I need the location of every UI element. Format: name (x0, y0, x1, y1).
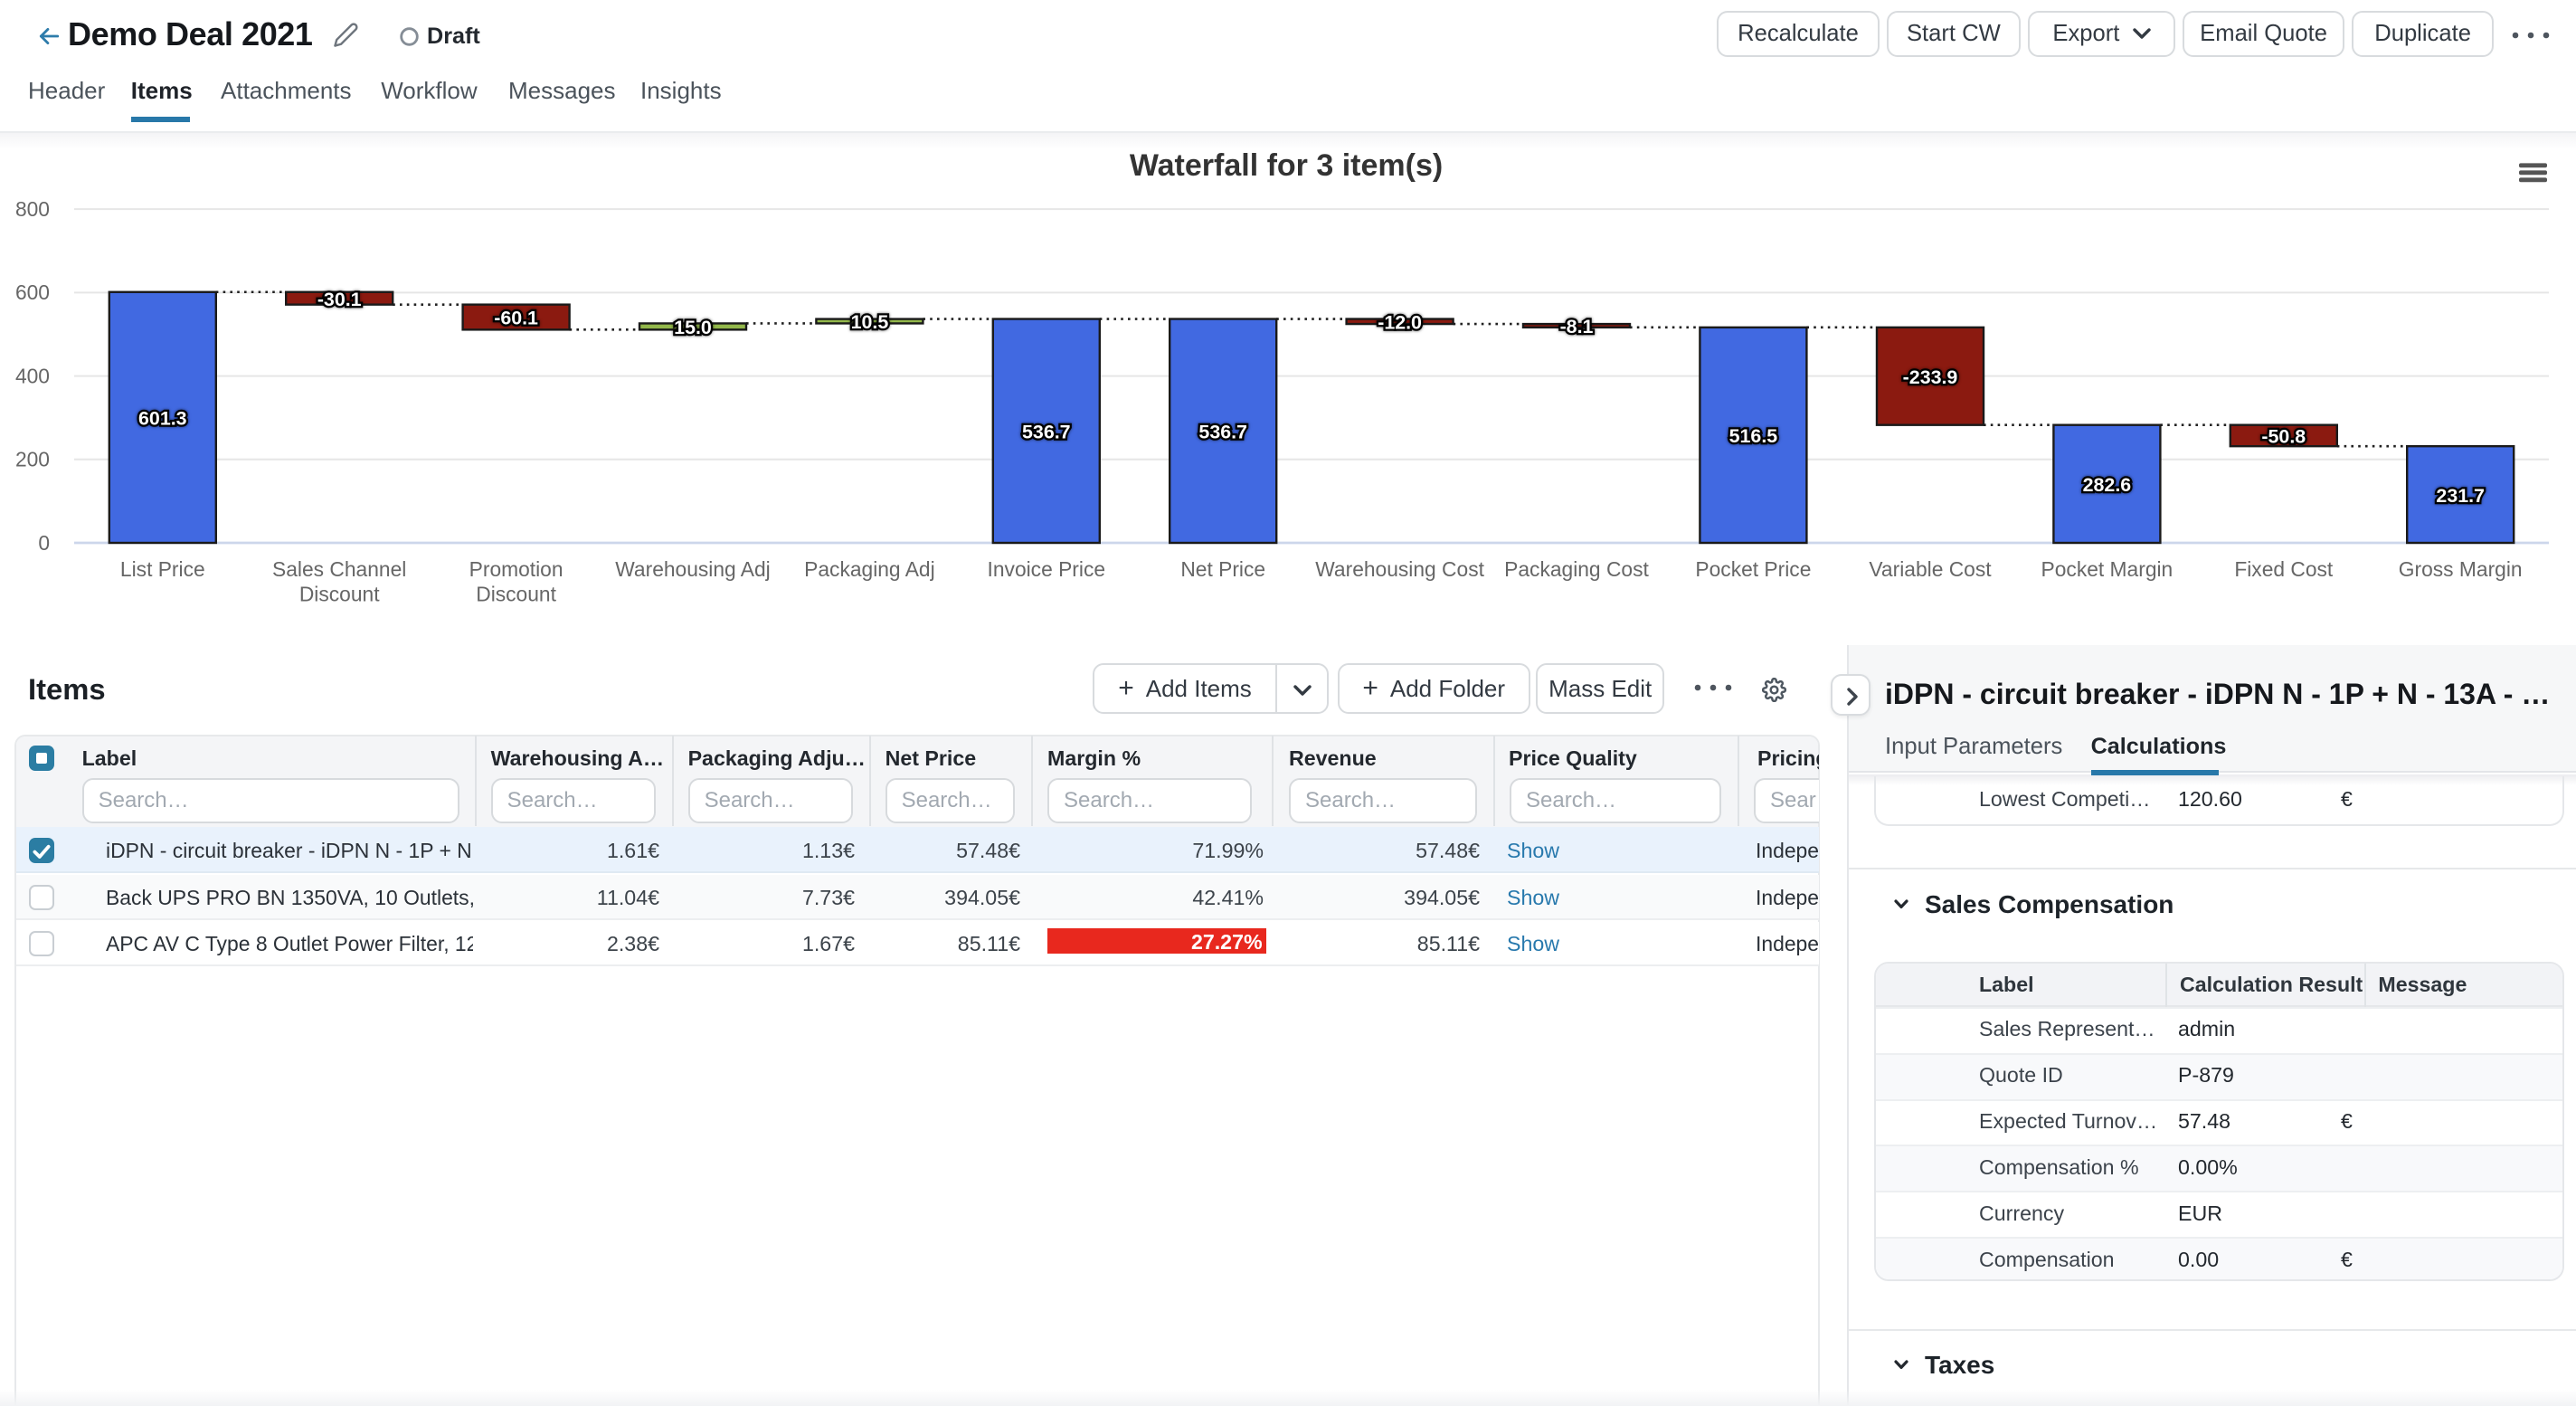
svg-text:282.6: 282.6 (2083, 474, 2132, 496)
svg-text:Discount: Discount (476, 583, 556, 606)
svg-text:-8.1: -8.1 (1560, 316, 1594, 337)
svg-text:400: 400 (15, 364, 50, 387)
svg-text:Promotion: Promotion (469, 557, 564, 581)
svg-text:536.7: 536.7 (1022, 421, 1071, 442)
svg-text:Packaging Cost: Packaging Cost (1504, 557, 1649, 581)
svg-text:-12.0: -12.0 (1378, 312, 1422, 334)
svg-text:231.7: 231.7 (2436, 485, 2485, 507)
svg-text:Gross Margin: Gross Margin (2399, 557, 2523, 581)
svg-text:-60.1: -60.1 (494, 308, 538, 329)
svg-text:800: 800 (15, 197, 50, 221)
svg-text:200: 200 (15, 448, 50, 471)
svg-text:0: 0 (38, 531, 50, 555)
svg-text:Warehousing Cost: Warehousing Cost (1315, 557, 1484, 581)
svg-text:600: 600 (15, 280, 50, 304)
svg-text:Net Price: Net Price (1180, 557, 1265, 581)
svg-text:Warehousing Adj: Warehousing Adj (615, 557, 771, 581)
svg-text:Invoice Price: Invoice Price (988, 557, 1106, 581)
svg-text:Pocket Price: Pocket Price (1695, 557, 1811, 581)
svg-text:15.0: 15.0 (674, 317, 712, 338)
svg-text:Waterfall for 3 item(s): Waterfall for 3 item(s) (1130, 148, 1443, 183)
svg-text:601.3: 601.3 (138, 408, 187, 430)
svg-text:10.5: 10.5 (851, 311, 889, 333)
svg-text:List Price: List Price (120, 557, 205, 581)
svg-text:Sales Channel: Sales Channel (272, 557, 406, 581)
svg-text:Variable Cost: Variable Cost (1869, 557, 1992, 581)
svg-text:Discount: Discount (299, 583, 380, 606)
svg-text:-30.1: -30.1 (317, 289, 362, 310)
svg-text:Fixed Cost: Fixed Cost (2234, 557, 2334, 581)
svg-text:Packaging Adj: Packaging Adj (804, 557, 934, 581)
svg-text:Pocket Margin: Pocket Margin (2041, 557, 2174, 581)
svg-text:-233.9: -233.9 (1903, 366, 1958, 388)
svg-text:516.5: 516.5 (1729, 425, 1778, 447)
svg-text:536.7: 536.7 (1198, 421, 1247, 442)
svg-text:-50.8: -50.8 (2261, 426, 2306, 448)
